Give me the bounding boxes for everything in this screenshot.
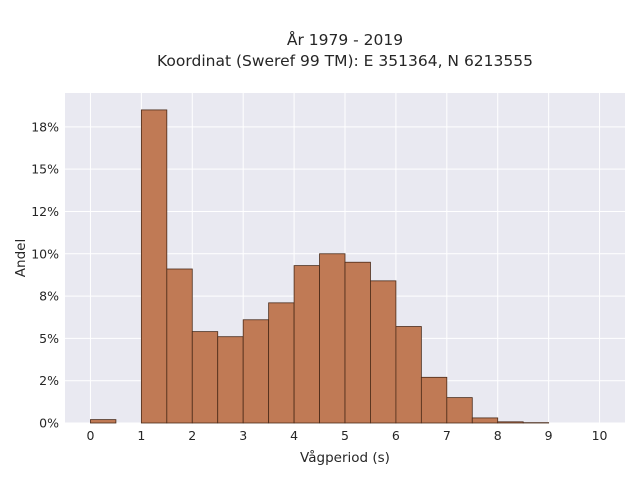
y-axis-ticks: 0% 2% 5% 8% 10% 12% 15% 18% (31, 119, 59, 430)
histogram-bar (319, 253, 346, 424)
histogram-bar (191, 331, 219, 424)
x-tick-label: 7 (443, 428, 451, 443)
x-tick-label: 1 (137, 428, 145, 443)
x-tick-label: 5 (341, 428, 349, 443)
x-tick-label: 8 (494, 428, 502, 443)
histogram-bar (90, 419, 117, 424)
x-tick-label: 10 (592, 428, 608, 443)
bars (90, 109, 550, 424)
chart-title-line-2: Koordinat (Sweref 99 TM): E 351364, N 62… (157, 52, 533, 70)
y-tick-label: 18% (31, 119, 59, 134)
x-axis-ticks: 0 1 2 3 4 5 6 7 8 9 10 (86, 428, 607, 443)
histogram-bar (420, 376, 448, 424)
x-tick-label: 0 (86, 428, 94, 443)
histogram-bar (268, 302, 295, 424)
y-tick-label: 8% (39, 289, 59, 304)
histogram-bar (471, 417, 499, 424)
y-tick-label: 12% (31, 204, 59, 219)
histogram-bar (242, 319, 270, 424)
histogram-bar (166, 268, 193, 424)
histogram-bar (370, 280, 397, 424)
x-tick-label: 2 (188, 428, 196, 443)
x-tick-label: 4 (290, 428, 298, 443)
histogram-bar (446, 397, 473, 424)
x-tick-label: 9 (545, 428, 553, 443)
y-tick-label: 15% (31, 162, 59, 177)
histogram-bar (497, 421, 524, 424)
x-axis-label: Vågperiod (s) (300, 449, 390, 466)
histogram-bar (395, 326, 422, 424)
y-tick-label: 5% (39, 331, 59, 346)
y-tick-label: 2% (39, 373, 59, 388)
histogram-bar (217, 336, 244, 424)
y-tick-label: 0% (39, 416, 59, 431)
x-tick-label: 3 (239, 428, 247, 443)
histogram-bar (140, 109, 168, 424)
y-tick-label: 10% (31, 246, 59, 261)
histogram-bar (344, 261, 371, 424)
histogram-bar (293, 265, 320, 424)
x-tick-label: 6 (392, 428, 400, 443)
chart-title-line-1: År 1979 - 2019 (287, 30, 403, 49)
y-axis-label: Andel (13, 239, 29, 277)
